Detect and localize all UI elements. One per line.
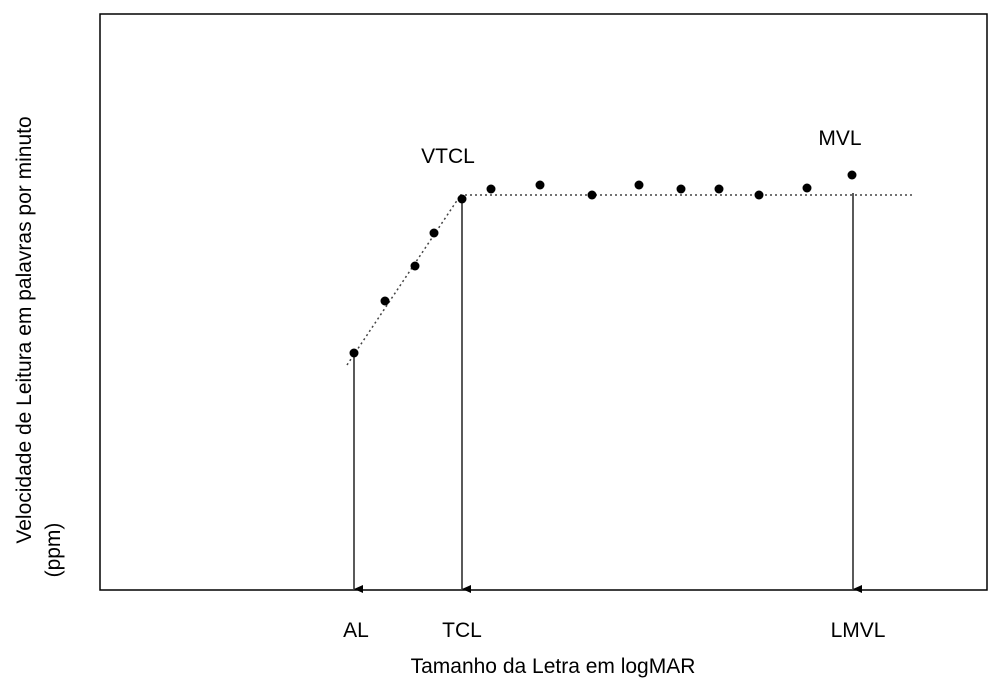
data-point-10 [676,184,686,194]
data-point-8 [587,190,597,200]
data-point-12 [754,190,764,200]
x-tick-label-lmvl: LMVL [831,619,886,642]
y-axis-label: Velocidade de Leitura em palavras por mi… [13,116,65,577]
data-point-3 [410,261,420,271]
plot-frame [99,13,988,591]
data-point-9 [634,180,644,190]
y-axis-label-line2: (ppm) [42,523,65,578]
fit-line-rising [346,195,461,366]
y-axis-label-line1: Velocidade de Leitura em palavras por mi… [13,116,36,543]
data-point-2 [380,296,390,306]
data-point-4 [429,228,439,238]
x-tick-label-al: AL [343,619,369,642]
x-tick-label-tcl: TCL [442,619,482,642]
data-point-14 [847,170,857,180]
data-point-5 [457,194,467,204]
x-axis-label: Tamanho da Letra em logMAR [411,655,696,678]
data-point-11 [714,184,724,194]
mvl-annotation: MVL [818,127,861,150]
vtcl-annotation: VTCL [421,145,475,168]
data-point-7 [535,180,545,190]
data-point-13 [802,183,812,193]
data-point-1 [349,348,359,358]
data-point-6 [486,184,496,194]
data-points [349,170,857,358]
